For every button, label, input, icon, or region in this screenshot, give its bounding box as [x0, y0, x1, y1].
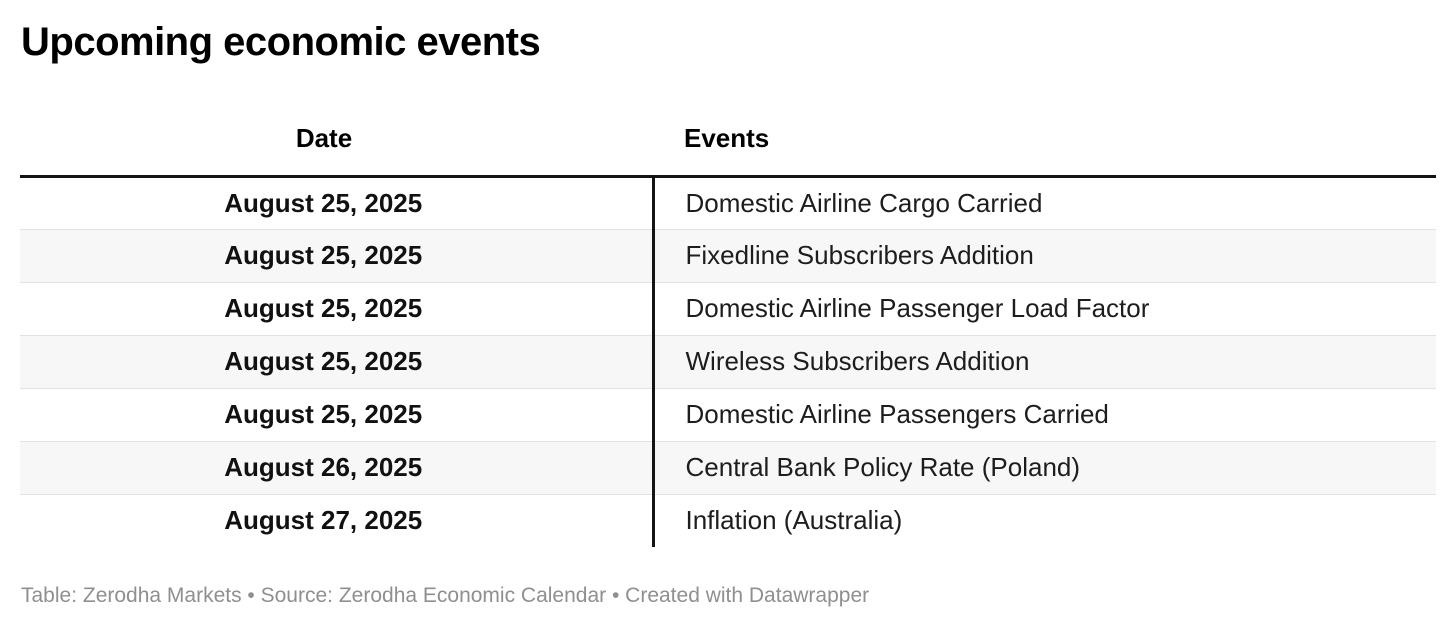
column-header-events: Events [653, 66, 1436, 178]
column-header-date: Date [20, 66, 653, 178]
date-cell: August 25, 2025 [20, 387, 653, 441]
table-row: August 25, 2025 Domestic Airline Cargo Ca… [20, 176, 1436, 229]
event-cell: Central Bank Policy Rate (Poland) [651, 440, 1436, 494]
date-cell: August 25, 2025 [224, 187, 423, 218]
table-row: August 25, 2025 Domestic Airline Passenge… [20, 387, 1436, 441]
table-row: August 26, 2025 Central Bank Policy Rate … [20, 440, 1436, 494]
event-cell: Wireless Subscribers Addition [651, 334, 1436, 388]
table-body: August 25, 2025 Domestic Airline Cargo Ca… [20, 176, 1436, 547]
page-title: Upcoming economic events [21, 20, 541, 64]
event-cell: Domestic Airline Cargo Carried [651, 176, 1436, 229]
date-cell: August 25, 2025 [20, 281, 653, 335]
event-cell: Inflation (Australia) [651, 493, 1436, 547]
attribution-footer: Table: Zerodha Markets • Source: Zerodha… [21, 584, 870, 607]
event-cell: Domestic Airline Passengers Carried [651, 387, 1436, 441]
table-row: August 25, 2025 Wireless Subscribers Addi… [20, 334, 1436, 388]
date-cell: August 26, 2025 [20, 440, 653, 494]
events-table: Date Events August 25, 2025 Domestic Airl… [20, 66, 1436, 547]
event-cell: Domestic Airline Passenger Load Factor [651, 281, 1436, 335]
table-row: August 27, 2025 Inflation (Australia) [20, 493, 1436, 547]
event-cell: Fixedline Subscribers Addition [651, 228, 1436, 282]
date-cell: August 25, 2025 [20, 334, 653, 388]
table-row: August 25, 2025 Fixedline Subscribers Add… [20, 228, 1436, 282]
table-row: August 25, 2025 Domestic Airline Passenge… [20, 281, 1436, 335]
header-row: Date Events [20, 66, 1436, 178]
date-cell: August 27, 2025 [20, 493, 653, 547]
date-cell: August 25, 2025 [20, 228, 653, 282]
